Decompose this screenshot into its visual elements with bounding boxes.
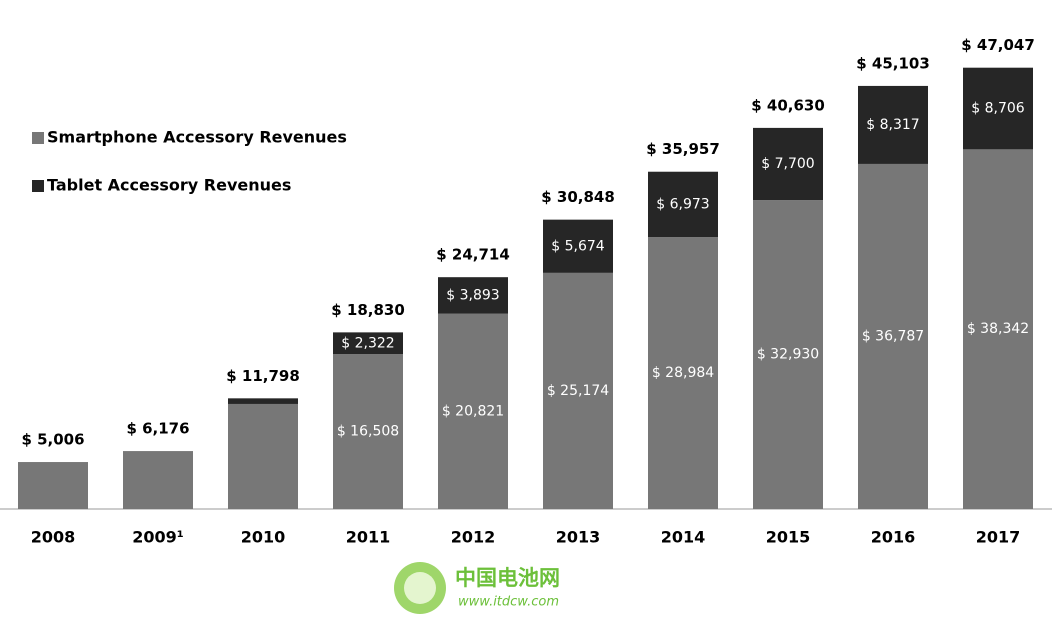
segment-label: $ 16,508 bbox=[337, 424, 399, 440]
watermark-title: 中国电池网 bbox=[455, 566, 560, 590]
total-label: $ 45,103 bbox=[856, 54, 930, 72]
total-label: $ 18,830 bbox=[331, 301, 405, 319]
bar-segment bbox=[543, 219, 613, 273]
total-label: $ 35,957 bbox=[646, 140, 720, 158]
legend-label: Tablet Accessory Revenues bbox=[47, 176, 291, 195]
bar-segment bbox=[333, 354, 403, 509]
x-tick-label: 2009¹ bbox=[132, 528, 184, 547]
legend-swatch bbox=[32, 180, 44, 192]
x-tick-label: 2008 bbox=[31, 528, 76, 547]
x-tick-label: 2015 bbox=[766, 528, 811, 547]
bar-segment bbox=[543, 272, 613, 509]
bar-segment bbox=[963, 67, 1033, 150]
segment-label: $ 2,322 bbox=[341, 335, 394, 351]
legend-label: Smartphone Accessory Revenues bbox=[47, 128, 347, 147]
segment-label: $ 3,893 bbox=[446, 287, 499, 303]
watermark-logo-inner bbox=[404, 572, 436, 604]
segment-label: $ 25,174 bbox=[547, 383, 609, 399]
total-label: $ 47,047 bbox=[961, 36, 1035, 54]
x-tick-label: 2017 bbox=[976, 528, 1021, 547]
bar-segment bbox=[648, 171, 718, 238]
x-tick-label: 2012 bbox=[451, 528, 496, 547]
bar-segment bbox=[648, 237, 718, 510]
segment-label: $ 32,930 bbox=[757, 347, 819, 363]
bar-segment bbox=[963, 149, 1033, 509]
segment-label: $ 28,984 bbox=[652, 365, 714, 381]
total-label: $ 11,798 bbox=[226, 367, 300, 385]
total-label: $ 30,848 bbox=[541, 188, 615, 206]
bar-segment bbox=[228, 398, 298, 404]
x-tick-label: 2016 bbox=[871, 528, 916, 547]
x-tick-label: 2011 bbox=[346, 528, 391, 547]
bar-segment bbox=[753, 200, 823, 510]
bar-segment bbox=[438, 277, 508, 314]
bar-segment bbox=[123, 451, 193, 509]
segment-label: $ 7,700 bbox=[761, 156, 814, 172]
segment-label: $ 38,342 bbox=[967, 321, 1029, 337]
total-label: $ 24,714 bbox=[436, 246, 510, 264]
total-label: $ 5,006 bbox=[21, 431, 84, 449]
segment-label: $ 5,674 bbox=[551, 238, 605, 254]
total-label: $ 6,176 bbox=[126, 420, 189, 438]
x-tick-label: 2013 bbox=[556, 528, 601, 547]
segment-label: $ 8,317 bbox=[866, 117, 919, 133]
bar-segment bbox=[438, 313, 508, 509]
segment-label: $ 20,821 bbox=[442, 403, 504, 419]
x-tick-label: 2014 bbox=[661, 528, 706, 547]
segment-label: $ 36,787 bbox=[862, 328, 924, 344]
watermark: 中国电池网 www.itdcw.com bbox=[394, 562, 560, 614]
bar-segment bbox=[858, 85, 928, 164]
x-tick-label: 2010 bbox=[241, 528, 286, 547]
bar-segment bbox=[18, 462, 88, 509]
bar-segment bbox=[333, 332, 403, 355]
total-label: $ 40,630 bbox=[751, 96, 825, 114]
watermark-url: www.itdcw.com bbox=[458, 595, 559, 610]
legend-swatch bbox=[32, 132, 44, 144]
bar-segment bbox=[753, 127, 823, 201]
segment-label: $ 6,973 bbox=[656, 196, 709, 212]
bar-segment bbox=[228, 403, 298, 509]
segment-label: $ 8,706 bbox=[971, 101, 1025, 117]
bar-segment bbox=[858, 163, 928, 510]
